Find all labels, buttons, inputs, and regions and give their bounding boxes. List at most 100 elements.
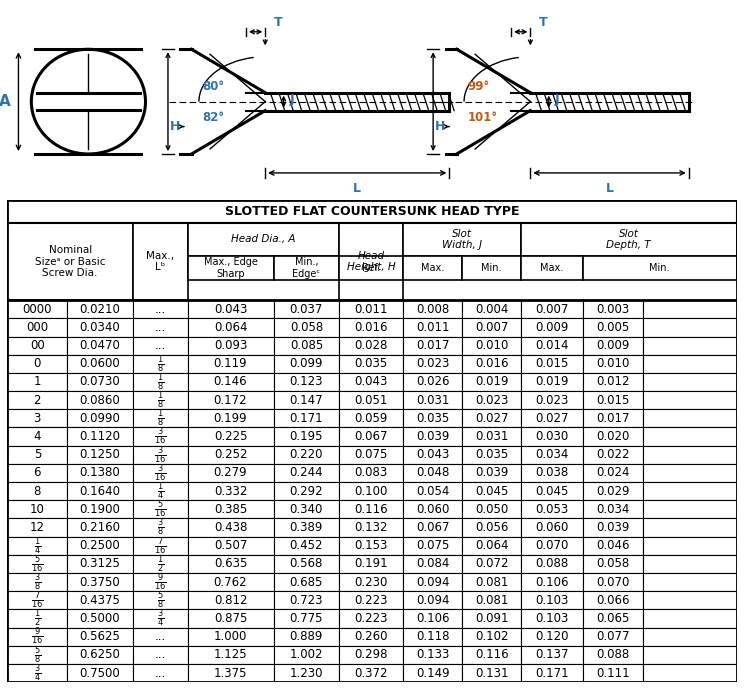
- Bar: [644, 409, 737, 427]
- Text: 0.111: 0.111: [596, 666, 629, 679]
- Bar: [187, 573, 274, 591]
- Text: 1.230: 1.230: [289, 666, 323, 679]
- Text: 0.009: 0.009: [596, 339, 629, 352]
- Bar: [463, 256, 521, 280]
- Text: Max., Edge
Sharp: Max., Edge Sharp: [204, 257, 257, 278]
- Bar: [339, 664, 403, 682]
- Bar: [7, 355, 67, 373]
- Bar: [521, 318, 583, 336]
- Bar: [187, 646, 274, 664]
- Text: 0.3125: 0.3125: [80, 557, 121, 570]
- Text: 0000: 0000: [22, 302, 52, 316]
- Text: $\mathregular{\frac{3}{8}}$: $\mathregular{\frac{3}{8}}$: [33, 571, 41, 593]
- Text: 0.035: 0.035: [355, 358, 388, 370]
- Text: 0.070: 0.070: [596, 575, 629, 588]
- Text: 0.046: 0.046: [596, 539, 629, 552]
- Text: 0.812: 0.812: [214, 594, 247, 607]
- Bar: [187, 223, 339, 256]
- Text: 0.051: 0.051: [355, 393, 388, 407]
- Text: 0.081: 0.081: [475, 594, 508, 607]
- Text: 0.019: 0.019: [535, 376, 568, 389]
- Text: $\mathregular{\frac{1}{8}}$: $\mathregular{\frac{1}{8}}$: [156, 389, 164, 411]
- Bar: [133, 446, 187, 464]
- Text: $\mathregular{\frac{3}{16}}$: $\mathregular{\frac{3}{16}}$: [154, 426, 167, 447]
- Text: Max.,
Lᵇ: Max., Lᵇ: [146, 251, 174, 272]
- Text: 0.0210: 0.0210: [80, 302, 121, 316]
- Bar: [67, 446, 133, 464]
- Bar: [7, 555, 67, 573]
- Text: 0.043: 0.043: [355, 376, 388, 389]
- Bar: [187, 555, 274, 573]
- Bar: [7, 664, 67, 682]
- Text: $\mathregular{\frac{3}{4}}$: $\mathregular{\frac{3}{4}}$: [33, 662, 41, 684]
- Text: 99°: 99°: [468, 80, 490, 92]
- Text: H: H: [170, 120, 181, 133]
- Text: 0.039: 0.039: [596, 521, 629, 534]
- Text: 0.389: 0.389: [289, 521, 323, 534]
- Text: $\mathregular{\frac{1}{2}}$: $\mathregular{\frac{1}{2}}$: [33, 608, 41, 629]
- Text: 0.452: 0.452: [289, 539, 323, 552]
- Text: 0.081: 0.081: [475, 575, 508, 588]
- Bar: [644, 609, 737, 628]
- Text: Min.: Min.: [650, 263, 670, 273]
- Text: $\mathregular{\frac{1}{8}}$: $\mathregular{\frac{1}{8}}$: [156, 407, 164, 429]
- Text: 0.064: 0.064: [475, 539, 508, 552]
- Text: 0.146: 0.146: [214, 376, 247, 389]
- Text: 0.058: 0.058: [597, 557, 629, 570]
- Bar: [521, 573, 583, 591]
- Text: 0.010: 0.010: [475, 339, 508, 352]
- Text: 00: 00: [30, 339, 45, 352]
- Bar: [67, 664, 133, 682]
- Bar: [644, 555, 737, 573]
- Bar: [7, 500, 67, 518]
- Bar: [339, 518, 403, 537]
- Bar: [644, 646, 737, 664]
- Bar: [133, 537, 187, 555]
- Bar: [583, 555, 644, 573]
- Text: 0.0470: 0.0470: [80, 339, 121, 352]
- Text: 0.015: 0.015: [596, 393, 629, 407]
- Text: 0.043: 0.043: [214, 302, 247, 316]
- Text: $\mathregular{\frac{3}{4}}$: $\mathregular{\frac{3}{4}}$: [156, 608, 164, 629]
- Bar: [7, 464, 67, 482]
- Text: 0.053: 0.053: [535, 503, 568, 516]
- Text: L: L: [353, 182, 362, 195]
- Text: 0.298: 0.298: [355, 648, 388, 661]
- Text: 0.191: 0.191: [354, 557, 388, 570]
- Bar: [133, 628, 187, 646]
- Bar: [463, 500, 521, 518]
- Bar: [7, 573, 67, 591]
- Bar: [274, 591, 339, 609]
- Text: 0.5625: 0.5625: [80, 630, 121, 643]
- Bar: [521, 300, 583, 318]
- Bar: [463, 573, 521, 591]
- Text: 0.762: 0.762: [214, 575, 247, 588]
- Bar: [67, 300, 133, 318]
- Text: 0.225: 0.225: [214, 430, 247, 443]
- Bar: [583, 256, 737, 280]
- Bar: [583, 664, 644, 682]
- Text: 0.023: 0.023: [416, 358, 449, 370]
- Text: 0.093: 0.093: [214, 339, 247, 352]
- Bar: [403, 373, 463, 391]
- Text: T: T: [274, 17, 283, 30]
- Text: 0.045: 0.045: [535, 484, 568, 497]
- Bar: [187, 409, 274, 427]
- Text: 0.685: 0.685: [289, 575, 323, 588]
- Bar: [274, 628, 339, 646]
- Bar: [521, 482, 583, 500]
- Bar: [644, 664, 737, 682]
- Bar: [274, 300, 339, 318]
- Text: 0.116: 0.116: [475, 648, 508, 661]
- Text: 0.1380: 0.1380: [80, 466, 121, 480]
- Bar: [67, 355, 133, 373]
- Bar: [403, 464, 463, 482]
- Bar: [463, 537, 521, 555]
- Text: 5: 5: [33, 449, 41, 461]
- Bar: [339, 591, 403, 609]
- Text: 0.054: 0.054: [416, 484, 449, 497]
- Bar: [644, 464, 737, 482]
- Bar: [403, 518, 463, 537]
- Bar: [274, 482, 339, 500]
- Bar: [463, 664, 521, 682]
